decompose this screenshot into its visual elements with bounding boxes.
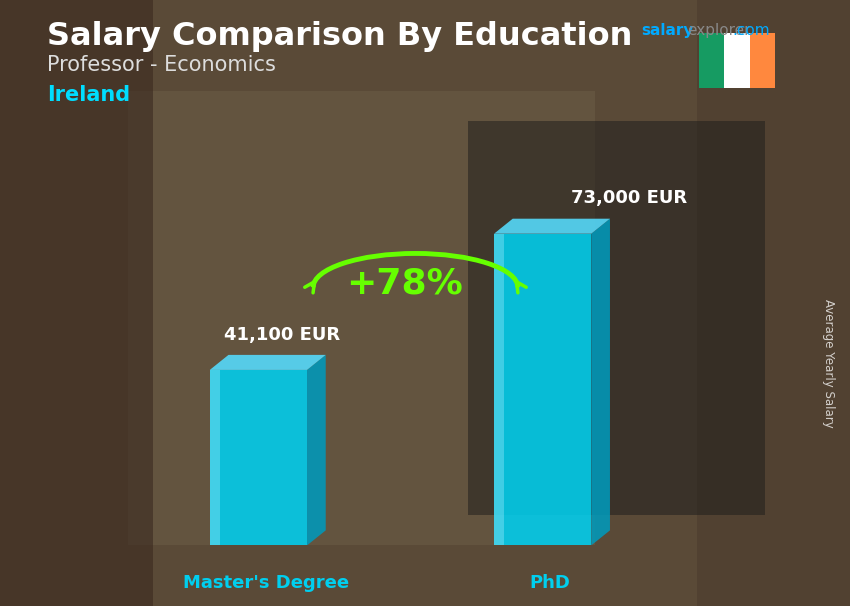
Polygon shape — [210, 355, 326, 370]
Text: Master's Degree: Master's Degree — [183, 573, 349, 591]
Bar — [697, 0, 850, 606]
Bar — [699, 33, 724, 88]
Bar — [468, 121, 765, 515]
Text: Salary Comparison By Education: Salary Comparison By Education — [47, 21, 632, 52]
Text: PhD: PhD — [530, 573, 570, 591]
Polygon shape — [210, 370, 219, 545]
Text: salary: salary — [642, 23, 694, 38]
Text: Professor - Economics: Professor - Economics — [47, 55, 275, 75]
Text: Average Yearly Salary: Average Yearly Salary — [822, 299, 836, 428]
Bar — [750, 33, 775, 88]
Text: explorer: explorer — [687, 23, 751, 38]
Polygon shape — [494, 234, 592, 545]
Bar — [724, 33, 750, 88]
Bar — [128, 91, 595, 545]
Polygon shape — [592, 219, 610, 545]
Text: 41,100 EUR: 41,100 EUR — [224, 325, 341, 344]
Bar — [0, 0, 153, 606]
Polygon shape — [494, 219, 610, 234]
Polygon shape — [494, 234, 504, 545]
Polygon shape — [307, 355, 326, 545]
Text: .com: .com — [733, 23, 770, 38]
Text: +78%: +78% — [346, 267, 462, 301]
Polygon shape — [210, 370, 307, 545]
Text: Ireland: Ireland — [47, 85, 130, 105]
Text: 73,000 EUR: 73,000 EUR — [571, 190, 687, 207]
